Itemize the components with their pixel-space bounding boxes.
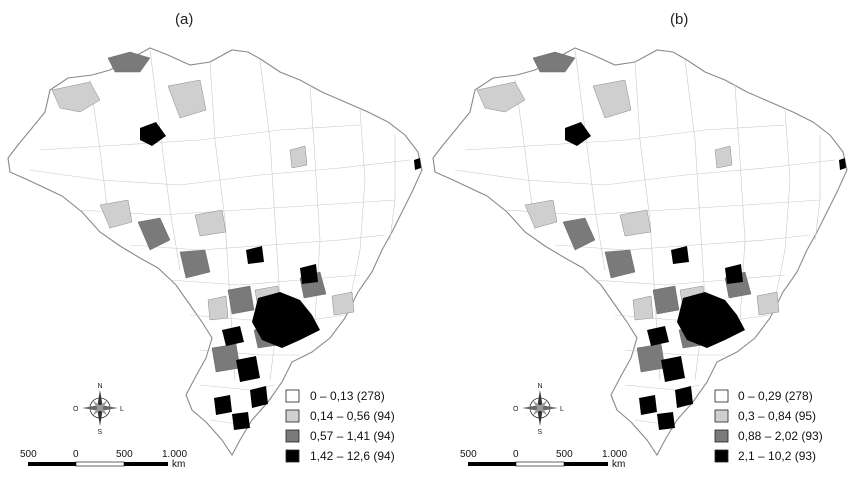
legend-swatch-b-2 [714, 429, 729, 443]
panel-label-b: (b) [670, 11, 688, 28]
scale-tick-a-1: 0 [73, 449, 79, 460]
panel-b: (b) N S L O 0 – 0,29 (278) 0,3 – 0,84 (9… [432, 11, 848, 470]
legend-label-a-0: 0 – 0,13 (278) [310, 389, 385, 403]
scale-segment-a-1 [75, 461, 125, 467]
legend-label-b-2: 0,88 – 2,02 (93) [738, 429, 823, 443]
compass-south-b: S [538, 429, 543, 436]
panel-label-a: (a) [175, 11, 193, 28]
scale-tick-a-3: 1.000 [162, 449, 187, 460]
scale-tick-a-2: 500 [116, 449, 133, 460]
compass-north-b: N [538, 383, 543, 390]
compass-west-b: O [513, 406, 519, 413]
scale-tick-b-2: 500 [556, 449, 573, 460]
scale-tick-a-0: 500 [20, 449, 37, 460]
legend-label-b-3: 2,1 – 10,2 (93) [738, 449, 816, 463]
compass-east-a: L [120, 406, 124, 413]
scale-tick-b-0: 500 [460, 449, 477, 460]
compass-north-a: N [98, 383, 103, 390]
legend-swatch-a-2 [285, 429, 300, 443]
legend-swatch-b-1 [714, 409, 729, 423]
compass-west-a: O [73, 406, 79, 413]
scale-tick-b-3: 1.000 [602, 449, 627, 460]
compass-rose-b: N S L O [513, 383, 564, 436]
scale-bar-a: 500 0 500 1.000 km [20, 449, 187, 470]
scale-unit-a: km [172, 459, 185, 470]
legend-label-a-1: 0,14 – 0,56 (94) [310, 409, 395, 423]
compass-south-a: S [98, 429, 103, 436]
legend-label-a-2: 0,57 – 1,41 (94) [310, 429, 395, 443]
scale-segment-b-0 [468, 462, 516, 466]
scale-segment-a-2 [124, 462, 168, 466]
scale-bar-b: 500 0 500 1.000 km [460, 449, 627, 470]
legend-label-a-3: 1,42 – 12,6 (94) [310, 449, 395, 463]
scale-unit-b: km [612, 459, 625, 470]
compass-east-b: L [560, 406, 564, 413]
scale-tick-b-1: 0 [513, 449, 519, 460]
panel-a: (a) N S L O 0 – 0,13 (278) 0,14 – 0,56 (… [7, 11, 423, 470]
legend-label-b-0: 0 – 0,29 (278) [738, 389, 813, 403]
legend-a: 0 – 0,13 (278) 0,14 – 0,56 (94) 0,57 – 1… [285, 389, 395, 463]
legend-swatch-b-3 [714, 449, 729, 463]
scale-segment-a-0 [28, 462, 76, 466]
legend-swatch-a-0 [285, 389, 300, 403]
legend-b: 0 – 0,29 (278) 0,3 – 0,84 (95) 0,88 – 2,… [714, 389, 823, 463]
legend-swatch-a-1 [285, 409, 300, 423]
legend-swatch-a-3 [285, 449, 300, 463]
legend-label-b-1: 0,3 – 0,84 (95) [738, 409, 816, 423]
scale-segment-b-1 [515, 461, 565, 467]
scale-segment-b-2 [564, 462, 608, 466]
compass-rose-a: N S L O [73, 383, 124, 436]
legend-swatch-b-0 [714, 389, 729, 403]
